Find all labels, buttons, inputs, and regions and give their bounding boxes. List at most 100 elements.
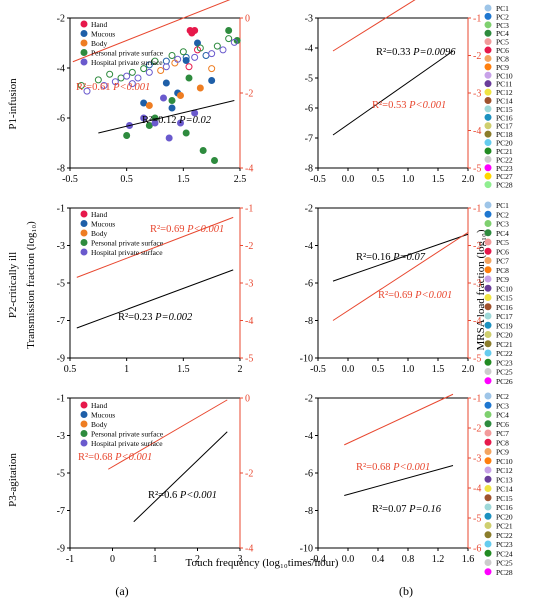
x-tick-label: 1.5 xyxy=(177,174,190,185)
x-tick-label: 2 xyxy=(195,554,200,565)
legend-marker xyxy=(484,559,492,566)
legend-marker xyxy=(484,358,492,366)
x-tick-label: 1.5 xyxy=(432,174,445,185)
y-tick-label: -6 xyxy=(305,279,313,290)
x-tick-label: -0.5 xyxy=(310,174,326,185)
data-point xyxy=(199,147,207,154)
legend-marker xyxy=(484,303,492,311)
legend-marker xyxy=(484,88,492,96)
x-tick-label: 1.2 xyxy=(432,554,445,565)
data-point xyxy=(77,82,85,89)
legend-label: PC21 xyxy=(496,147,513,156)
legend-marker xyxy=(80,411,88,418)
data-point xyxy=(168,97,176,104)
row-label-p3: P3-agitation xyxy=(7,453,19,507)
fit-line-black xyxy=(98,100,235,134)
fit-annotation: R²=0.23 P=0.002 xyxy=(118,312,193,323)
legend-label: PC14 xyxy=(496,485,513,494)
y2-tick-label: -4 xyxy=(473,316,481,327)
legend-marker xyxy=(484,130,492,138)
legend-marker xyxy=(484,475,492,483)
y2-tick-label: -5 xyxy=(245,354,253,365)
fit-line-black xyxy=(344,465,454,496)
data-point xyxy=(160,94,167,102)
legend-label: PC9 xyxy=(496,63,509,72)
fit-line-red xyxy=(332,231,469,321)
x-tick-label: 1 xyxy=(124,364,129,375)
legend-label: Body xyxy=(91,39,108,48)
legend-label: PC22 xyxy=(496,531,513,540)
y-tick-label: -2 xyxy=(305,394,313,405)
legend-label: PC11 xyxy=(496,80,513,89)
legend-label: PC6 xyxy=(496,247,509,256)
legend-marker xyxy=(484,284,492,292)
y2-tick-label: -5 xyxy=(473,514,481,525)
y-tick-label: -6 xyxy=(305,104,313,115)
panel-0: -0.5 0.5 1.5 2.5 -2 -4 -6 -8 0 -2 -4 R²=0.61 P<0.00… xyxy=(57,0,253,185)
legend-marker xyxy=(80,39,88,47)
data-point xyxy=(145,68,153,76)
y-tick-label: -8 xyxy=(305,164,313,175)
legend-label: Mucous xyxy=(91,220,115,229)
data-point xyxy=(111,78,119,86)
panel-label-b: (b) xyxy=(399,584,413,598)
legend-label: PC25 xyxy=(496,559,513,568)
legend-label: PC4 xyxy=(496,229,509,238)
legend-label: PC12 xyxy=(496,88,513,97)
data-point xyxy=(145,122,153,129)
legend-label: Hospital private surface xyxy=(91,439,163,448)
y-tick-label: -7 xyxy=(57,316,65,327)
legend-label: PC1 xyxy=(496,201,509,210)
legend-label: Hospital private surface xyxy=(91,248,163,257)
legend-label: PC25 xyxy=(496,368,513,377)
legend-marker xyxy=(484,266,492,274)
data-point xyxy=(168,52,176,59)
x-tick-label: 2 xyxy=(238,364,243,375)
legend-marker xyxy=(484,549,492,557)
x-tick-label: 0.5 xyxy=(64,364,77,375)
legend-marker xyxy=(484,257,492,264)
legend-marker xyxy=(484,210,492,218)
y-tick-label: -4 xyxy=(305,241,313,252)
y2-tick-label: 0 xyxy=(245,14,250,25)
y-tick-label: -1 xyxy=(57,204,65,215)
legend-label: PC20 xyxy=(496,139,513,148)
x-tick-label: 0.0 xyxy=(342,554,355,565)
legend-label: Hand xyxy=(91,401,107,410)
x-tick-label: 2.0 xyxy=(462,174,475,185)
y2-tick-label: -5 xyxy=(473,164,481,175)
data-point xyxy=(151,57,159,65)
y-tick-label: -1 xyxy=(57,394,65,405)
legend-marker xyxy=(484,494,492,502)
y-tick-label: -8 xyxy=(305,506,313,517)
data-point xyxy=(162,63,170,71)
fit-annotation: R²=0.68 P<0.001 xyxy=(356,462,430,473)
panel-4: -1 0 1 2 3 -1 -3 -5 -7 -9 0 -2 -4 R²=0.68 P<0.001 R²=0… xyxy=(57,394,254,566)
row-label-p1: P1-infusion xyxy=(7,78,19,130)
x-tick-label: 0 xyxy=(110,554,115,565)
legend-label: Body xyxy=(91,420,108,429)
x-tick-label: 0.5 xyxy=(372,364,385,375)
legend-marker xyxy=(484,466,492,474)
data-point xyxy=(94,76,102,84)
y-tick-label: -8 xyxy=(57,164,65,175)
legend-label: PC2 xyxy=(496,392,509,401)
fit-line-red xyxy=(76,216,234,278)
legend-label: Body xyxy=(91,229,108,238)
x-tick-label: -1 xyxy=(66,554,74,565)
y2-tick-label: -5 xyxy=(473,354,481,365)
legend-marker xyxy=(484,238,492,246)
legend-marker xyxy=(484,247,492,255)
legend-label: PC22 xyxy=(496,155,513,164)
y-tick-label: -5 xyxy=(305,74,313,85)
y2-tick-label: -3 xyxy=(473,279,481,290)
legend-marker xyxy=(484,522,492,529)
data-point xyxy=(128,68,136,76)
data-point xyxy=(162,57,170,65)
legend-marker xyxy=(484,331,492,338)
x-tick-label: 1.6 xyxy=(462,554,475,565)
legend-marker xyxy=(80,430,88,437)
legend-marker xyxy=(484,568,492,576)
legend-label: PC21 xyxy=(496,340,513,349)
legend-marker xyxy=(80,239,88,246)
